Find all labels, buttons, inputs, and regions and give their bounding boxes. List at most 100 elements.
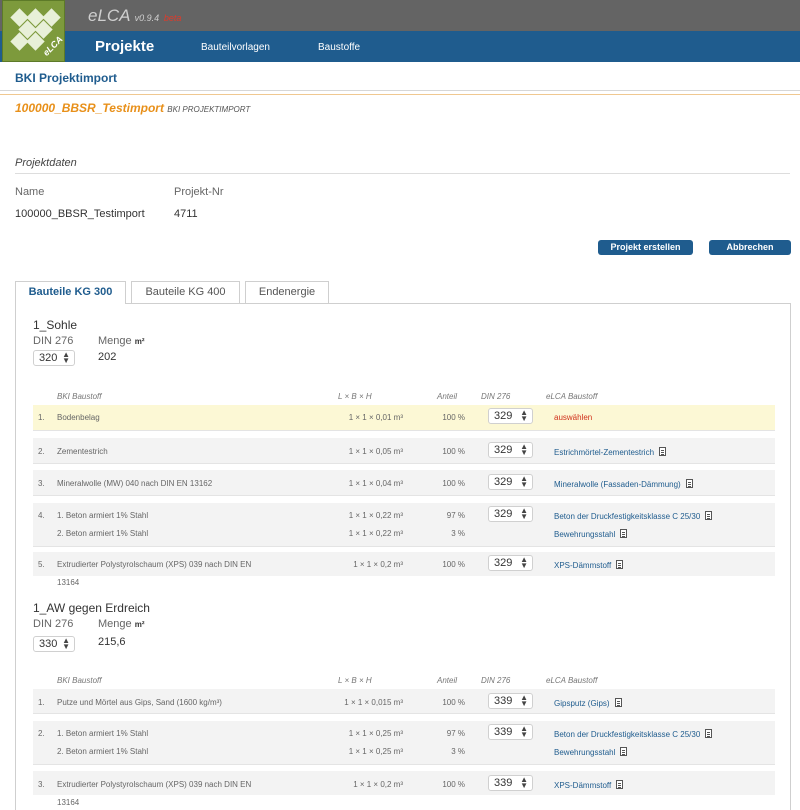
bki-baustoff: Zementestrich xyxy=(57,447,108,456)
anteil: 100 % xyxy=(442,698,465,707)
unit: m² xyxy=(134,620,145,629)
page-title: BKI Projektimport xyxy=(15,71,118,85)
elca-baustoff: Bewehrungsstahl xyxy=(554,748,616,757)
elca-logo[interactable]: eLCA xyxy=(2,0,65,62)
bki-baustoff-continued: 13164 xyxy=(57,798,80,807)
stepper-icon: ▲ ▼ xyxy=(520,506,528,521)
din-select[interactable]: 329 ▲ ▼ xyxy=(488,442,533,458)
row-number: 2. xyxy=(38,729,45,738)
elca-baustoff-link[interactable]: Beton der Druckfestigkeitsklasse C 25/30 xyxy=(554,511,713,521)
din-select[interactable]: 339 ▲ ▼ xyxy=(488,775,533,791)
din-value: 339 xyxy=(494,777,513,789)
din-value: 329 xyxy=(494,557,513,569)
din-select[interactable]: 320 ▲ ▼ xyxy=(33,350,75,366)
divider xyxy=(33,430,775,431)
unit: m² xyxy=(134,337,145,346)
nav-bauteilvorlagen[interactable]: Bauteilvorlagen xyxy=(201,42,270,53)
header-baustoff: BKI Baustoff xyxy=(57,392,102,401)
anteil: 3 % xyxy=(451,529,465,538)
name-label: Name xyxy=(15,186,45,198)
project-name: 100000_BBSR_Testimport xyxy=(15,101,164,115)
document-icon[interactable] xyxy=(705,729,713,738)
menge-label: Menge m² xyxy=(98,618,144,630)
dims: 1 × 1 × 0,01 m³ xyxy=(348,413,403,422)
din-select[interactable]: 329 ▲ ▼ xyxy=(488,408,533,424)
header-elca: eLCA Baustoff xyxy=(546,392,598,401)
elca-baustoff-link[interactable]: Estrichmörtel-Zementestrich xyxy=(554,447,667,457)
elca-baustoff-link[interactable]: XPS-Dämmstoff xyxy=(554,780,624,790)
din-select[interactable]: 339 ▲ ▼ xyxy=(488,693,533,709)
din-value: 329 xyxy=(494,444,513,456)
din-value: 329 xyxy=(494,508,513,520)
document-icon[interactable] xyxy=(620,747,628,756)
table-row xyxy=(33,771,775,795)
document-icon[interactable] xyxy=(685,479,693,488)
din-value: 330 xyxy=(39,638,58,650)
din-value: 339 xyxy=(494,695,513,707)
elca-baustoff-link[interactable]: Bewehrungsstahl xyxy=(554,529,628,539)
document-icon[interactable] xyxy=(659,447,667,456)
elca-baustoff-link[interactable]: XPS-Dämmstoff xyxy=(554,560,624,570)
tab-bauteile-kg300[interactable]: Bauteile KG 300 xyxy=(15,281,126,304)
menge-text: Menge xyxy=(98,618,132,630)
table-row xyxy=(33,405,775,430)
bki-baustoff: Putze und Mörtel aus Gips, Sand (1600 kg… xyxy=(57,698,222,707)
nav-bar xyxy=(0,31,800,62)
din-select[interactable]: 329 ▲ ▼ xyxy=(488,555,533,571)
menge-text: Menge xyxy=(98,335,132,347)
document-icon[interactable] xyxy=(705,511,713,520)
top-bar xyxy=(0,0,800,31)
dims: 1 × 1 × 0,015 m³ xyxy=(344,698,403,707)
nav-projekte[interactable]: Projekte xyxy=(95,38,155,55)
elca-baustoff: Beton der Druckfestigkeitsklasse C 25/30 xyxy=(554,512,701,521)
elca-baustoff-link[interactable]: Mineralwolle (Fassaden-Dämmung) xyxy=(554,479,693,489)
document-icon[interactable] xyxy=(620,529,628,538)
document-icon[interactable] xyxy=(614,698,622,707)
bki-baustoff-continued: 13164 xyxy=(57,578,80,587)
anteil: 100 % xyxy=(442,780,465,789)
project-subtitle: BKI PROJEKTIMPORT xyxy=(167,105,251,114)
din-select[interactable]: 339 ▲ ▼ xyxy=(488,724,533,740)
stepper-icon: ▲ ▼ xyxy=(520,693,528,708)
row-number: 1. xyxy=(38,698,45,707)
elca-baustoff-link[interactable]: Gipsputz (Gips) xyxy=(554,698,622,708)
dims: 1 × 1 × 0,04 m³ xyxy=(348,479,403,488)
divider xyxy=(33,764,775,765)
din-value: 329 xyxy=(494,410,513,422)
divider xyxy=(33,495,775,496)
table-row xyxy=(33,503,775,546)
cancel-button[interactable]: Abbrechen xyxy=(709,240,791,255)
select-baustoff-link[interactable]: auswählen xyxy=(554,413,593,422)
section-projektdaten: Projektdaten xyxy=(15,157,77,169)
menge-value: 202 xyxy=(98,351,117,363)
elca-baustoff-link[interactable]: Bewehrungsstahl xyxy=(554,747,628,757)
row-number: 5. xyxy=(38,560,45,569)
elca-baustoff: Mineralwolle (Fassaden-Dämmung) xyxy=(554,480,681,489)
page-bar: BKI Projektimport xyxy=(0,63,800,91)
row-number: 4. xyxy=(38,511,45,520)
tab-bauteile-kg400[interactable]: Bauteile KG 400 xyxy=(131,281,240,303)
tab-endenergie[interactable]: Endenergie xyxy=(245,281,329,303)
app-title: eLCA v0.9.4 beta xyxy=(88,6,181,26)
dims: 1 × 1 × 0,22 m³ xyxy=(348,511,403,520)
elca-baustoff-link[interactable]: Beton der Druckfestigkeitsklasse C 25/30 xyxy=(554,729,713,739)
din-select[interactable]: 329 ▲ ▼ xyxy=(488,474,533,490)
create-project-button[interactable]: Projekt erstellen xyxy=(598,240,693,255)
bki-baustoff: 2. Beton armiert 1% Stahl xyxy=(57,747,149,756)
elca-baustoff: Gipsputz (Gips) xyxy=(554,699,610,708)
row-number: 3. xyxy=(38,780,45,789)
document-icon[interactable] xyxy=(616,780,624,789)
bki-baustoff: Mineralwolle (MW) 040 nach DIN EN 13162 xyxy=(57,479,213,488)
dims: 1 × 1 × 0,05 m³ xyxy=(348,447,403,456)
bki-baustoff: Extrudierter Polystyrolschaum (XPS) 039 … xyxy=(57,560,252,569)
din-select[interactable]: 329 ▲ ▼ xyxy=(488,506,533,522)
table-row xyxy=(33,438,775,463)
document-icon[interactable] xyxy=(616,560,624,569)
header-din: DIN 276 xyxy=(481,676,511,685)
stepper-icon: ▲ ▼ xyxy=(520,474,528,489)
din-select[interactable]: 330 ▲ ▼ xyxy=(33,636,75,652)
stepper-icon: ▲ ▼ xyxy=(520,442,528,457)
nav-baustoffe[interactable]: Baustoffe xyxy=(318,42,361,53)
stepper-icon: ▲ ▼ xyxy=(520,408,528,423)
bki-baustoff: Bodenbelag xyxy=(57,413,100,422)
